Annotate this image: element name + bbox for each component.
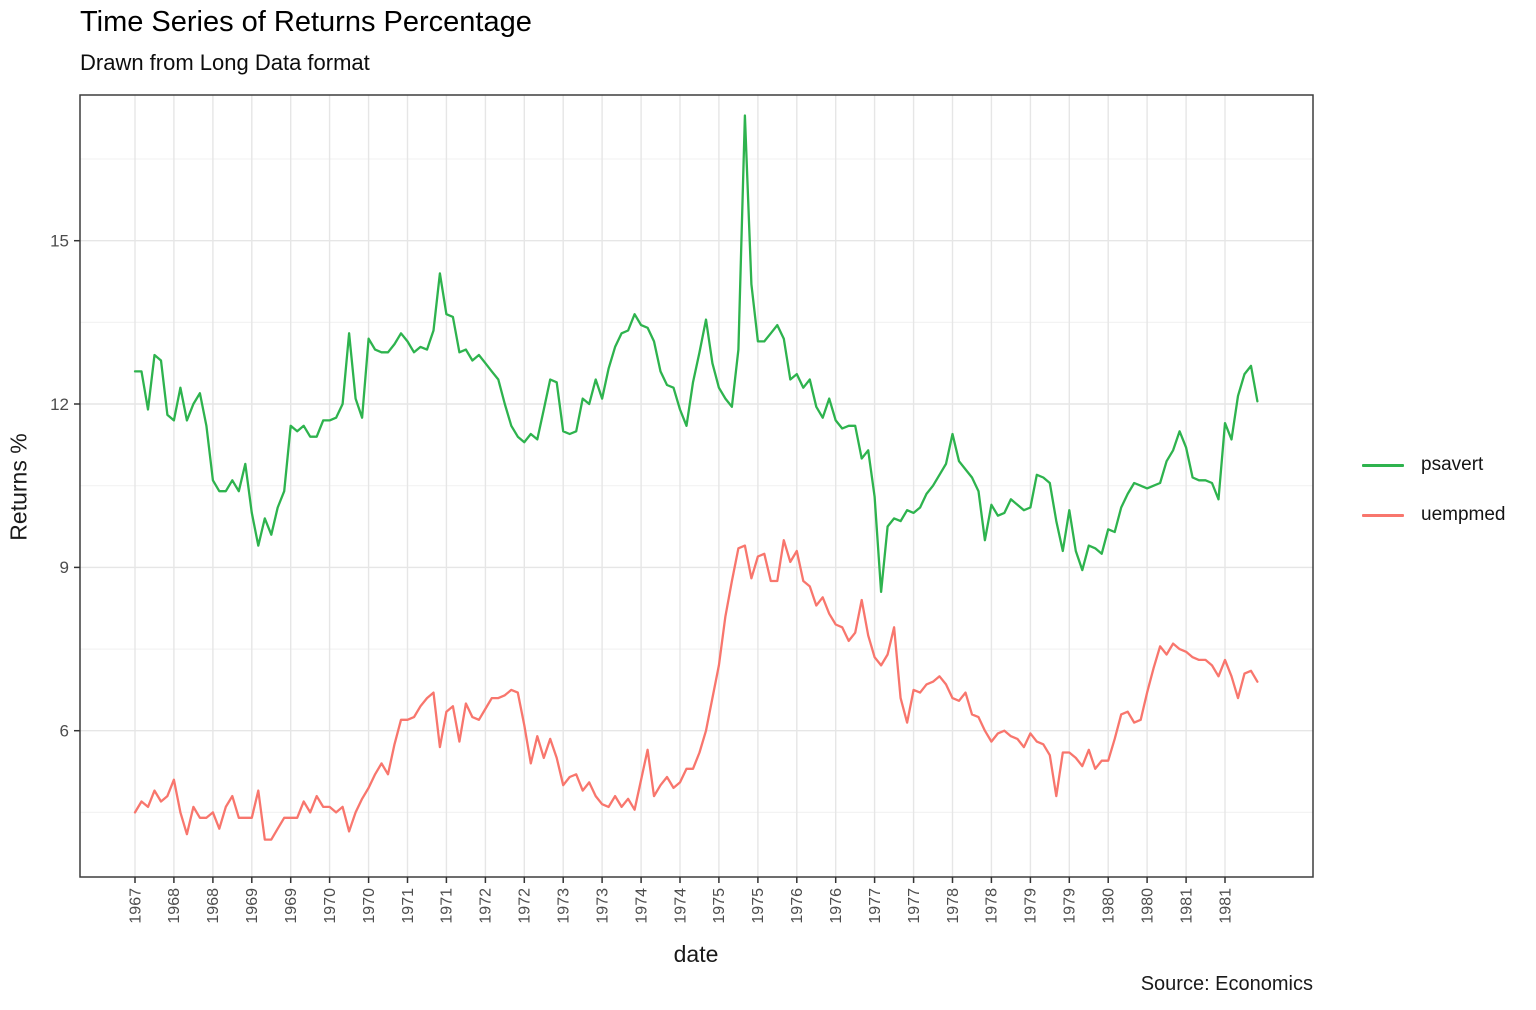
y-tick-label: 6: [60, 721, 69, 740]
x-tick-label: 1973: [555, 888, 572, 924]
x-tick-label: 1970: [361, 888, 378, 924]
legend-item-uempmed: uempmed: [1362, 502, 1506, 528]
x-tick-label: 1976: [789, 888, 806, 924]
x-tick-label: 1975: [750, 888, 767, 924]
x-tick-label: 1973: [594, 888, 611, 924]
x-tick-label: 1974: [633, 888, 650, 924]
x-tick-label: 1979: [1023, 888, 1040, 924]
y-tick-label: 12: [50, 395, 69, 414]
x-tick-label: 1978: [984, 888, 1001, 924]
x-tick-label: 1969: [283, 888, 300, 924]
x-tick-label: 1980: [1100, 888, 1117, 924]
y-tick-labels: 15 12 9 6: [50, 231, 69, 740]
x-tick-label: 1971: [439, 888, 456, 924]
x-tick-label: 1977: [906, 888, 923, 924]
x-tick-label: 1978: [945, 888, 962, 924]
x-tick-label: 1977: [867, 888, 884, 924]
x-tick-label: 1971: [400, 888, 417, 924]
legend: psavert uempmed: [1362, 452, 1506, 552]
x-tick-label: 1981: [1217, 888, 1234, 924]
x-tick-label: 1976: [828, 888, 845, 924]
legend-label-uempmed: uempmed: [1421, 504, 1506, 525]
gridlines-major: [80, 95, 1313, 877]
psavert-line: [133, 114, 1259, 594]
axis-ticks: [74, 239, 1226, 883]
chart-subtitle: Drawn from Long Data format: [80, 50, 370, 75]
x-tick-label: 1972: [478, 888, 495, 924]
x-tick-label: 1980: [1139, 888, 1156, 924]
x-tick-label: 1968: [205, 888, 222, 924]
x-axis-title: date: [673, 941, 719, 967]
psavert-line-key-icon: [1362, 463, 1404, 467]
source-caption: Source: Economics: [1140, 973, 1313, 995]
x-tick-label: 1981: [1178, 888, 1195, 924]
uempmed-line: [133, 539, 1259, 841]
x-tick-labels: 1967 1968 1968 1969 1969 1970 1970 1971 1971 1972…: [127, 888, 1234, 924]
legend-label-psavert: psavert: [1421, 454, 1484, 475]
x-tick-label: 1974: [672, 888, 689, 924]
y-axis-title: Returns %: [5, 433, 32, 541]
y-tick-label: 15: [50, 231, 69, 250]
x-tick-label: 1968: [166, 888, 183, 924]
chart-title: Time Series of Returns Percentage: [80, 6, 532, 38]
x-tick-label: 1970: [322, 888, 339, 924]
x-tick-label: 1972: [517, 888, 534, 924]
legend-item-psavert: psavert: [1362, 452, 1506, 478]
x-tick-label: 1979: [1062, 888, 1079, 924]
panel-border: [79, 94, 1314, 878]
y-tick-label: 9: [60, 558, 69, 577]
x-tick-label: 1967: [127, 888, 144, 924]
uempmed-line-key-icon: [1362, 513, 1404, 517]
x-tick-label: 1975: [711, 888, 728, 924]
x-tick-label: 1969: [244, 888, 261, 924]
